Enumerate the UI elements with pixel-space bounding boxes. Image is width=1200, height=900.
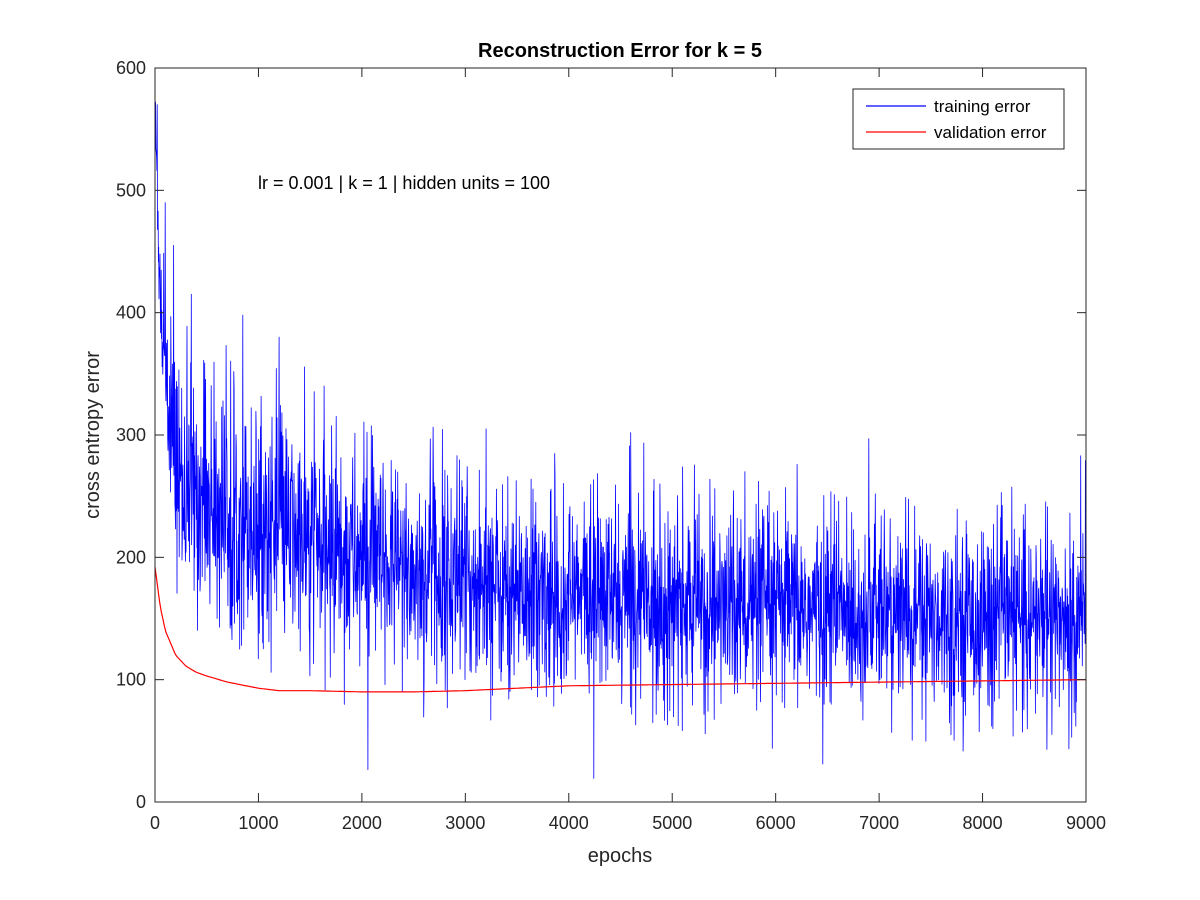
x-tick-label: 4000	[549, 813, 589, 833]
x-tick-label: 2000	[342, 813, 382, 833]
y-tick-label: 500	[116, 180, 146, 200]
y-tick-label: 300	[116, 425, 146, 445]
x-tick-label: 8000	[963, 813, 1003, 833]
series-line-training-error	[154, 101, 1087, 779]
legend-training-label: training error	[934, 97, 1031, 116]
y-tick-label: 400	[116, 303, 146, 323]
chart-annotation: lr = 0.001 | k = 1 | hidden units = 100	[258, 173, 550, 193]
x-tick-label: 1000	[238, 813, 278, 833]
legend-box	[852, 88, 1065, 150]
x-tick-label: 9000	[1066, 813, 1106, 833]
legend-validation-label: validation error	[934, 123, 1047, 142]
chart-title: Reconstruction Error for k = 5	[478, 40, 762, 62]
x-axis-label: epochs	[588, 845, 653, 867]
legend: training error validation error	[852, 88, 1065, 150]
y-tick-label: 200	[116, 547, 146, 567]
x-tick-label: 6000	[756, 813, 796, 833]
x-tick-label: 0	[150, 813, 160, 833]
x-tick-label: 7000	[859, 813, 899, 833]
y-tick-label: 100	[116, 670, 146, 690]
axis-ticks: 0 1000 2000 3000 4000 5000 6000 7000 8000 9000 0 10…	[116, 58, 1106, 833]
series-line-validation-error	[154, 567, 1086, 693]
y-tick-label: 0	[136, 792, 146, 812]
x-tick-label: 5000	[652, 813, 692, 833]
plot-area	[154, 101, 1087, 779]
y-axis-label: cross entropy error	[82, 351, 104, 519]
y-tick-label: 600	[116, 58, 146, 78]
x-tick-label: 3000	[445, 813, 485, 833]
